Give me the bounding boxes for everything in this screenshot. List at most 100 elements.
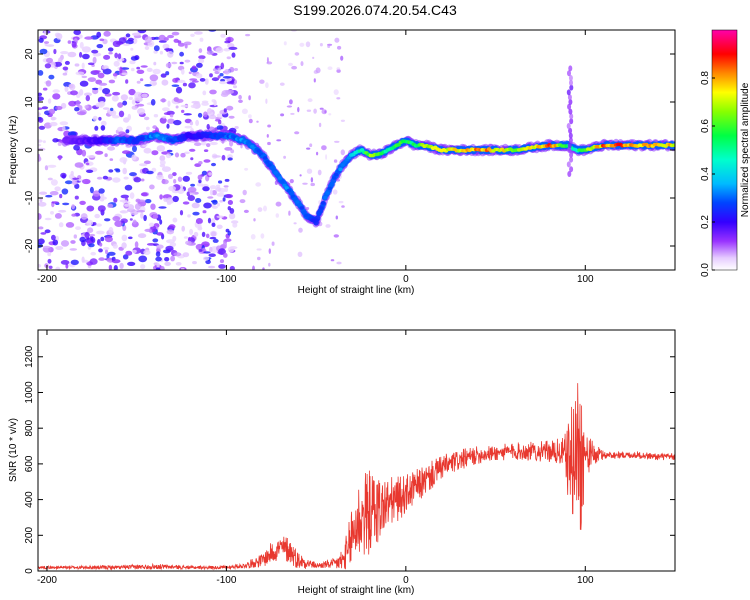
noise-speckle bbox=[111, 259, 121, 264]
ridge-disturbance bbox=[569, 118, 574, 125]
noise-speckle bbox=[155, 267, 161, 270]
ridge-core bbox=[301, 210, 307, 215]
noise-speckle bbox=[275, 201, 282, 207]
noise-speckle bbox=[146, 67, 153, 72]
noise-speckle bbox=[115, 169, 121, 173]
noise-speckle bbox=[214, 65, 220, 69]
noise-speckle bbox=[168, 224, 176, 229]
noise-speckle bbox=[132, 249, 137, 253]
ridge-disturbance bbox=[566, 123, 571, 129]
noise-speckle bbox=[60, 172, 67, 179]
snr-x-label: Height of straight line (km) bbox=[298, 585, 415, 596]
noise-speckle bbox=[136, 66, 141, 70]
noise-speckle bbox=[127, 37, 134, 42]
noise-speckle bbox=[203, 256, 210, 261]
noise-speckle bbox=[214, 70, 220, 75]
noise-speckle bbox=[179, 51, 185, 57]
noise-speckle bbox=[260, 233, 265, 239]
noise-speckle bbox=[188, 71, 192, 75]
colorbar-tick-label: 0.0 bbox=[700, 263, 711, 277]
ridge-core bbox=[316, 211, 322, 216]
noise-speckle bbox=[167, 118, 175, 124]
noise-speckle bbox=[316, 151, 319, 156]
noise-speckle bbox=[333, 234, 339, 238]
noise-speckle bbox=[216, 215, 224, 219]
noise-speckle bbox=[86, 162, 90, 166]
noise-speckle bbox=[202, 186, 210, 192]
ridge-core bbox=[303, 213, 309, 218]
noise-speckle bbox=[165, 153, 172, 159]
noise-speckle bbox=[234, 126, 239, 129]
ridge-core bbox=[263, 156, 268, 160]
noise-speckle bbox=[93, 70, 101, 73]
noise-speckle bbox=[297, 106, 300, 113]
noise-speckle bbox=[113, 265, 118, 270]
noise-speckle bbox=[313, 78, 316, 83]
x-tick-label: 0 bbox=[403, 575, 409, 586]
spectrogram-y-label: Frequency (Hz) bbox=[8, 116, 19, 185]
ridge-disturbance bbox=[569, 79, 573, 86]
ridge-disturbance bbox=[568, 132, 573, 139]
noise-speckle bbox=[271, 241, 275, 246]
ridge-disturbance bbox=[567, 70, 571, 77]
noise-speckle bbox=[129, 172, 137, 177]
ridge-disturbance bbox=[568, 75, 573, 81]
noise-speckle bbox=[45, 194, 53, 198]
noise-speckle bbox=[108, 52, 113, 55]
noise-speckle bbox=[73, 234, 78, 239]
ridge-disturbance bbox=[568, 127, 573, 134]
noise-speckle bbox=[65, 263, 69, 269]
y-tick-label: 1000 bbox=[24, 381, 35, 404]
noise-speckle bbox=[100, 125, 106, 131]
noise-speckle bbox=[38, 154, 41, 162]
noise-speckle bbox=[79, 89, 84, 96]
noise-speckle bbox=[91, 49, 99, 54]
noise-speckle bbox=[189, 228, 194, 235]
noise-speckle bbox=[49, 121, 58, 127]
noise-speckle bbox=[62, 202, 70, 206]
noise-speckle bbox=[153, 114, 159, 118]
noise-speckle bbox=[153, 61, 157, 66]
noise-speckle bbox=[119, 157, 128, 163]
noise-speckle bbox=[73, 30, 81, 35]
noise-speckle bbox=[225, 194, 234, 199]
noise-speckle bbox=[182, 82, 187, 87]
noise-speckle bbox=[120, 210, 126, 214]
noise-speckle bbox=[175, 105, 179, 109]
noise-speckle bbox=[118, 110, 125, 118]
noise-speckle bbox=[182, 201, 190, 205]
noise-speckle bbox=[318, 122, 322, 128]
noise-speckle bbox=[317, 169, 322, 176]
noise-speckle bbox=[195, 73, 203, 79]
spectrogram-x-ticks: -200 -100 0 100 bbox=[37, 30, 594, 285]
noise-speckle bbox=[158, 34, 166, 42]
noise-speckle bbox=[70, 90, 78, 96]
noise-speckle bbox=[195, 119, 200, 126]
ridge-core bbox=[321, 201, 326, 205]
noise-speckle bbox=[219, 200, 224, 203]
noise-speckle bbox=[96, 230, 105, 235]
noise-speckle bbox=[257, 207, 263, 213]
noise-speckle bbox=[144, 228, 153, 232]
noise-speckle bbox=[186, 191, 191, 197]
noise-speckle bbox=[248, 95, 251, 101]
noise-speckle bbox=[337, 45, 342, 50]
noise-speckle bbox=[60, 260, 70, 265]
noise-speckle bbox=[38, 264, 42, 268]
noise-speckle bbox=[194, 31, 203, 35]
noise-speckle bbox=[62, 72, 68, 76]
noise-speckle bbox=[79, 200, 86, 205]
noise-speckle bbox=[265, 98, 268, 104]
noise-speckle bbox=[334, 37, 340, 43]
noise-speckle bbox=[231, 52, 236, 58]
noise-speckle bbox=[98, 188, 105, 194]
noise-speckle bbox=[44, 217, 52, 221]
noise-speckle bbox=[206, 50, 214, 55]
noise-speckle bbox=[191, 202, 200, 209]
noise-speckle bbox=[92, 190, 101, 197]
noise-speckle bbox=[39, 191, 48, 195]
colorbar-tick-label: 0.2 bbox=[700, 215, 711, 229]
noise-speckle bbox=[62, 125, 66, 132]
noise-speckle bbox=[257, 256, 261, 261]
y-tick-label: 1200 bbox=[24, 345, 35, 368]
